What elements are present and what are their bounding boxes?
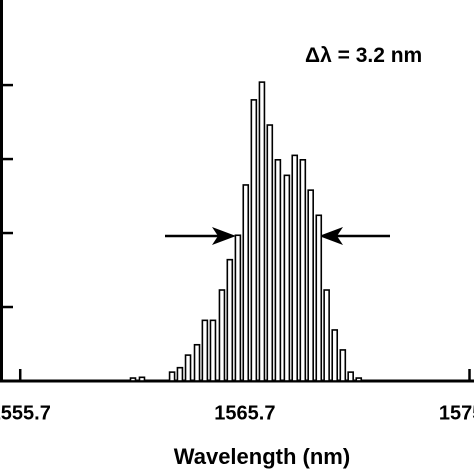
peak [129,377,137,382]
peak [258,81,266,382]
peak [226,258,234,382]
peak [339,349,347,382]
peak [291,154,299,382]
peak [193,343,201,382]
peak [331,329,339,382]
peak [347,371,354,382]
peak [315,214,323,382]
peak [168,371,176,382]
x-tick-label: 1565.7 [214,402,275,424]
peak [266,124,274,382]
peak [218,289,226,382]
peak [138,376,146,382]
peak [250,99,258,382]
peak [184,354,192,382]
peak [234,234,242,382]
peak [283,174,291,382]
peak [201,319,209,382]
x-axis-label: Wavelength (nm) [174,444,350,469]
peak [299,158,307,382]
peak [242,184,250,382]
annotation: Δλ = 3.2 nm [305,44,422,67]
peak [307,189,314,382]
peak [209,319,217,382]
x-tick-label: 1575.7 [439,402,474,424]
fwhm-arrows [165,227,390,245]
peak [355,377,363,382]
peak [274,158,282,382]
peak [176,366,184,382]
x-tick-label: 1555.7 [0,402,51,424]
peak [323,289,330,382]
